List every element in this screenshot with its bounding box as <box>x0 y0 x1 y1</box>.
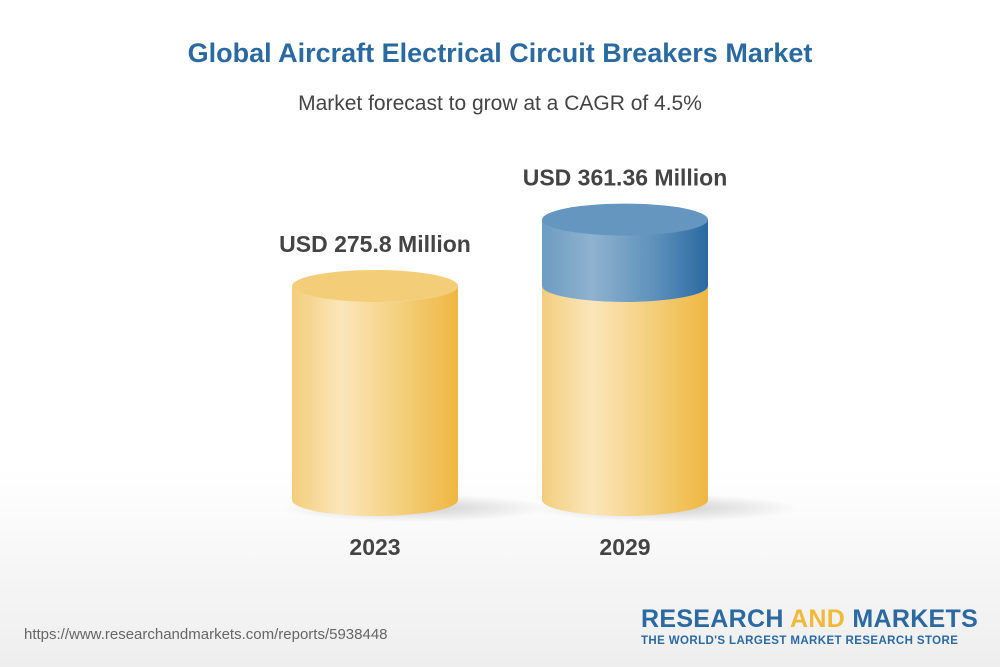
data-label: USD 275.8 Million <box>279 231 471 257</box>
cylinder-base-segment-2023 <box>292 286 458 516</box>
x-tick-label: 2029 <box>599 534 650 560</box>
data-label: USD 361.36 Million <box>523 165 728 191</box>
cylinder-growth-segment-2029 <box>542 219 708 302</box>
logo-word-markets: MARKETS <box>852 605 979 633</box>
logo-tagline: THE WORLD'S LARGEST MARKET RESEARCH STOR… <box>641 635 959 647</box>
logo-word-and: AND <box>790 605 846 633</box>
cylinder-chart: USD 275.8 Million 2023 USD 361.36 Million 2… <box>279 165 798 560</box>
source-url[interactable]: https://www.researchandmarkets.com/repor… <box>24 626 388 643</box>
research-and-markets-logo: RESEARCH AND MARKETS THE WORLD'S LARGEST… <box>641 605 979 647</box>
logo-word-research: RESEARCH <box>641 605 784 633</box>
cylinder-top-2029 <box>542 203 708 236</box>
chart-subtitle: Market forecast to grow at a CAGR of 4.5… <box>298 92 702 115</box>
x-tick-label: 2023 <box>349 534 400 560</box>
chart-title: Global Aircraft Electrical Circuit Break… <box>187 38 813 68</box>
cylinder-base-segment-2029 <box>542 286 708 516</box>
cylinder-top-2023 <box>292 270 458 302</box>
